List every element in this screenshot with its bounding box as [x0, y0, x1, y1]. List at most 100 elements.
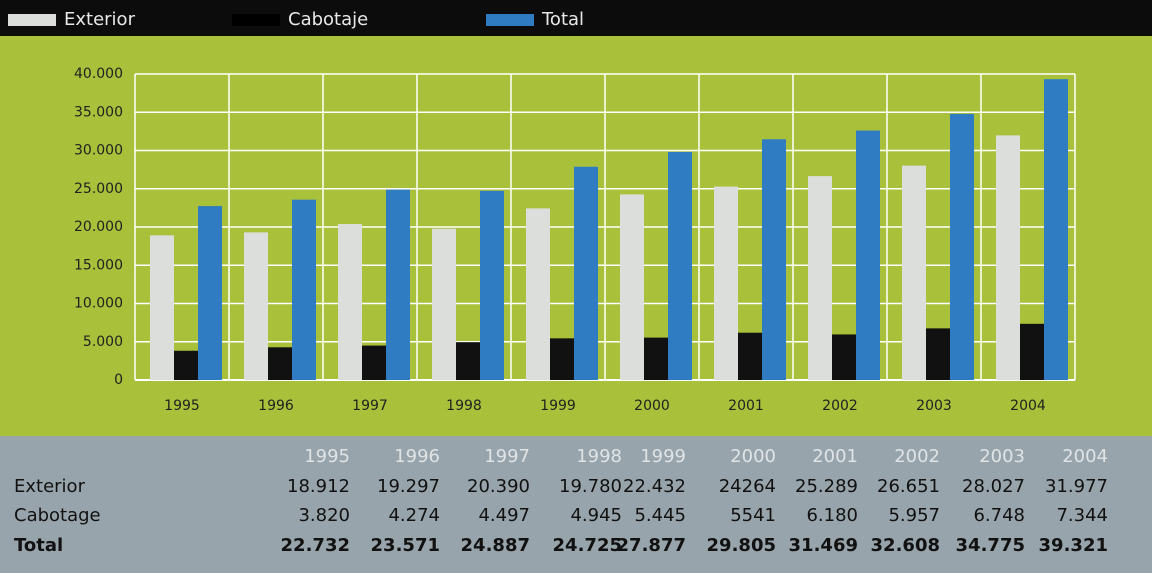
legend-swatch: [8, 14, 56, 26]
bar: [456, 342, 480, 380]
x-tick-label: 1999: [540, 398, 576, 414]
bar: [1044, 79, 1068, 381]
y-tick-label: 30.000: [74, 143, 123, 159]
bar: [244, 232, 268, 380]
y-tick-label: 0: [114, 372, 123, 388]
bar: [432, 228, 456, 380]
y-tick-label: 40.000: [74, 66, 123, 82]
table-cell: 25.289: [795, 476, 858, 497]
bar: [856, 130, 880, 380]
table-cell: 20.390: [467, 476, 530, 497]
table-cell: 31.469: [789, 535, 858, 556]
table-cell: 22.432: [623, 476, 686, 497]
legend-label: Total: [541, 9, 584, 30]
bar: [644, 337, 668, 380]
bar: [338, 224, 362, 380]
legend-swatch: [486, 14, 534, 26]
table-cell: 34.775: [956, 535, 1025, 556]
x-tick-label: 1995: [164, 398, 200, 414]
table-cell: 3.820: [298, 505, 350, 526]
table-cell: 39.321: [1039, 535, 1108, 556]
table-cell: 29.805: [707, 535, 776, 556]
bar: [902, 165, 926, 380]
bar: [292, 199, 316, 380]
table-cell: 28.027: [962, 476, 1025, 497]
table-row-label: Total: [14, 535, 63, 556]
y-tick-label: 20.000: [74, 219, 123, 235]
table-cell: 32.608: [871, 535, 940, 556]
table-cell: 6.748: [973, 505, 1025, 526]
bar: [550, 338, 574, 380]
table-cell: 5541: [730, 505, 776, 526]
table-cell: 6.180: [806, 505, 858, 526]
bar: [1020, 323, 1044, 380]
bar: [386, 189, 410, 380]
table-year: 1995: [304, 446, 350, 467]
table-year: 1997: [484, 446, 530, 467]
table-year: 1998: [576, 446, 622, 467]
table-cell: 23.571: [371, 535, 440, 556]
y-tick-label: 35.000: [74, 104, 123, 120]
x-tick-label: 2003: [916, 398, 952, 414]
table-cell: 27.877: [617, 535, 686, 556]
x-tick-label: 1997: [352, 398, 388, 414]
bar: [480, 190, 504, 380]
table-year: 1999: [640, 446, 686, 467]
bar: [362, 345, 386, 380]
x-tick-label: 1996: [258, 398, 294, 414]
x-tick-label: 2002: [822, 398, 858, 414]
y-tick-label: 15.000: [74, 257, 123, 273]
table-cell: 7.344: [1056, 505, 1108, 526]
table-year: 2003: [979, 446, 1025, 467]
x-tick-label: 2004: [1010, 398, 1046, 414]
table-cell: 4.274: [388, 505, 440, 526]
bar: [668, 151, 692, 380]
table-cell: 5.957: [888, 505, 940, 526]
x-tick-label: 2001: [728, 398, 764, 414]
bar: [950, 113, 974, 380]
table-cell: 26.651: [877, 476, 940, 497]
bar: [574, 166, 598, 380]
table-cell: 24.725: [553, 535, 622, 556]
table-background: [0, 436, 1152, 573]
table-year: 2004: [1062, 446, 1108, 467]
table-cell: 24.887: [461, 535, 530, 556]
table-row-label: Exterior: [14, 476, 86, 497]
bar: [808, 176, 832, 380]
table-year: 2000: [730, 446, 776, 467]
x-tick-label: 2000: [634, 398, 670, 414]
bar: [620, 194, 644, 380]
table-cell: 19.297: [377, 476, 440, 497]
legend-label: Exterior: [64, 9, 136, 30]
bar: [150, 235, 174, 380]
table-cell: 22.732: [281, 535, 350, 556]
bar: [926, 328, 950, 380]
table-cell: 19.780: [559, 476, 622, 497]
legend-swatch: [232, 14, 280, 26]
table-cell: 4.945: [570, 505, 622, 526]
table-year: 1996: [394, 446, 440, 467]
bar: [268, 347, 292, 380]
y-tick-label: 10.000: [74, 296, 123, 312]
legend-label: Cabotaje: [288, 9, 368, 30]
bar: [996, 135, 1020, 380]
y-tick-label: 25.000: [74, 181, 123, 197]
table-row-label: Cabotage: [14, 505, 101, 526]
bar: [714, 186, 738, 380]
legend-strip: [0, 0, 1152, 36]
bar: [738, 332, 762, 380]
table-cell: 5.445: [634, 505, 686, 526]
table-cell: 31.977: [1045, 476, 1108, 497]
y-tick-label: 5.000: [83, 334, 123, 350]
bar: [832, 334, 856, 380]
table-year: 2001: [812, 446, 858, 467]
bar: [198, 206, 222, 380]
table-cell: 24264: [719, 476, 776, 497]
table-cell: 4.497: [478, 505, 530, 526]
bar: [762, 139, 786, 380]
bar: [526, 208, 550, 380]
x-tick-label: 1998: [446, 398, 482, 414]
table-cell: 18.912: [287, 476, 350, 497]
bar: [174, 350, 198, 380]
